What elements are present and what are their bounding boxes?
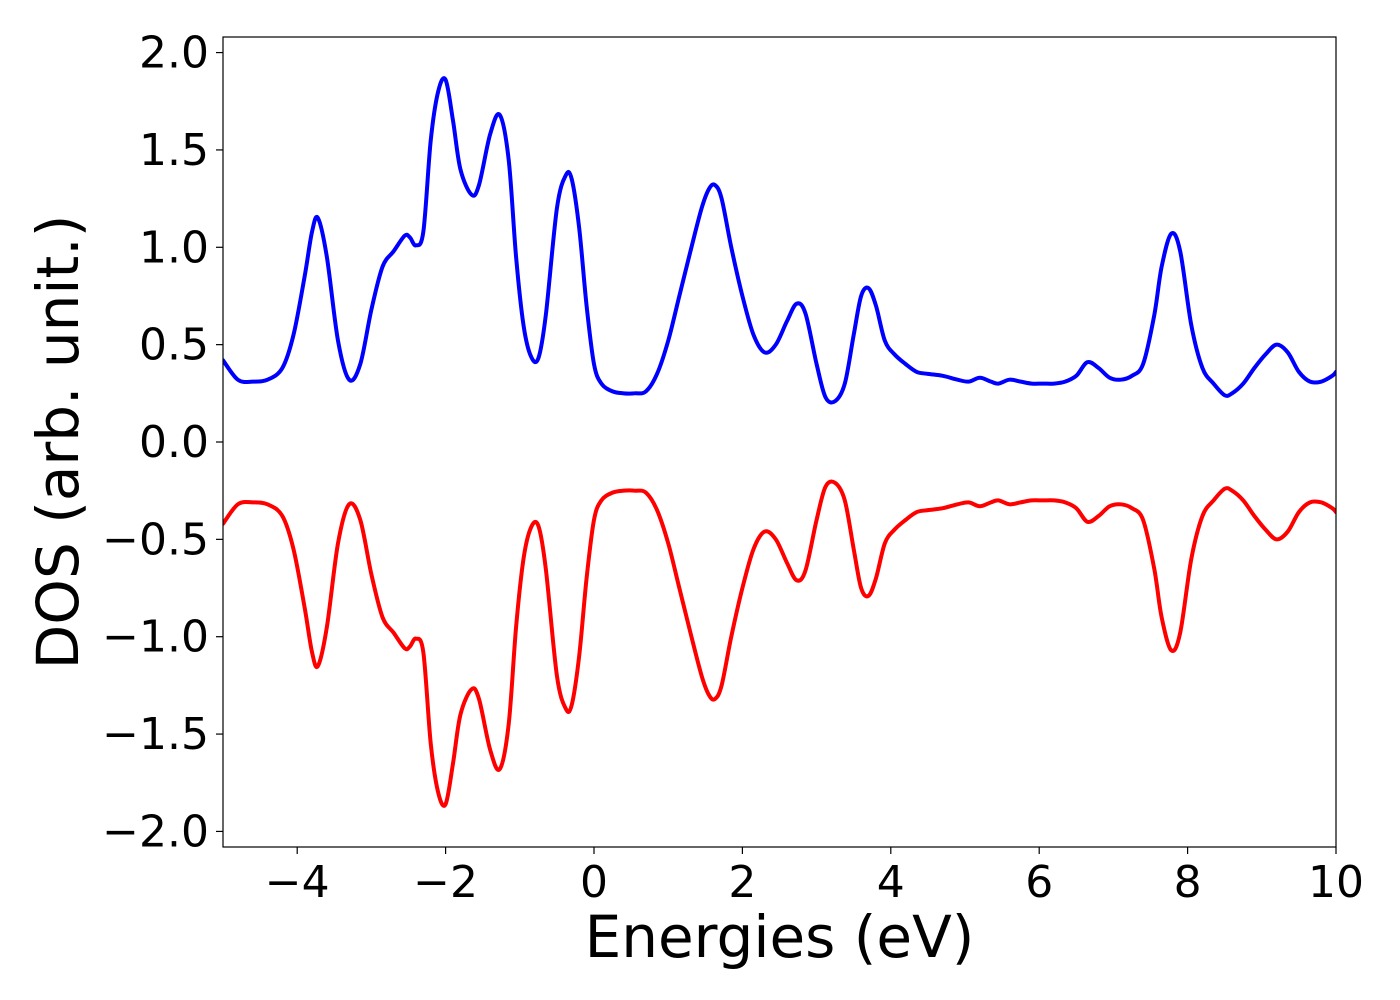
y-tick-label: −1.5 [102, 709, 209, 760]
y-tick-label: −1.0 [102, 612, 209, 663]
x-tick-label: −2 [413, 857, 478, 908]
y-axis-ticks: 2.0 1.5 1.0 0.5 0.0 −0.5 −1.0 −1.5 −2.0 [102, 28, 223, 857]
y-axis-label: DOS (arb. unit.) [24, 215, 92, 670]
x-tick-label: 0 [580, 857, 608, 908]
y-tick-label: 2.0 [139, 28, 209, 79]
series-layer [223, 76, 1336, 808]
x-tick-label: 6 [1025, 857, 1053, 908]
x-axis-label: Energies (eV) [585, 903, 975, 971]
x-tick-label: 2 [728, 857, 756, 908]
x-tick-label: −4 [265, 857, 330, 908]
x-tick-label: 10 [1308, 857, 1364, 908]
y-tick-label: 1.0 [139, 222, 209, 273]
y-tick-label: 0.0 [139, 417, 209, 468]
y-tick-label: −0.5 [102, 514, 209, 565]
y-tick-label: 0.5 [139, 320, 209, 371]
series-line-up [223, 76, 1336, 405]
x-tick-label: 8 [1174, 857, 1202, 908]
series-line-down [223, 479, 1336, 808]
y-tick-label: 1.5 [139, 125, 209, 176]
plot-frame [222, 36, 1337, 848]
x-axis-ticks: −4 −2 0 2 4 6 8 10 [265, 847, 1364, 908]
x-tick-label: 4 [877, 857, 905, 908]
y-tick-label: −2.0 [102, 806, 209, 857]
